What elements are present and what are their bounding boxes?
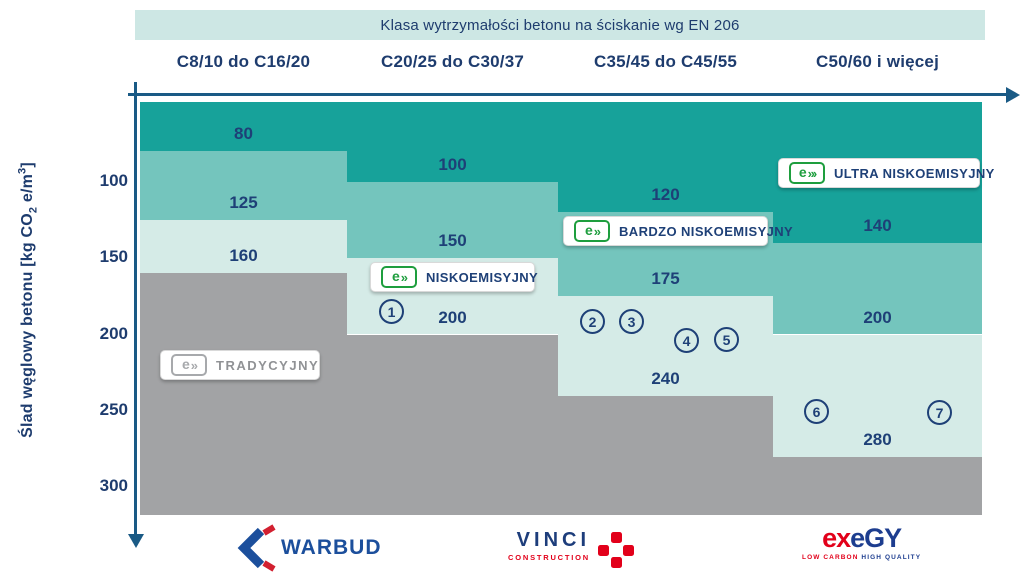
emission-mark-letter: e (584, 222, 593, 238)
badge-ultra-niskoemisyjny: e »› ULTRA NISKOEMISYJNY (778, 158, 994, 188)
exegy-logo: exeGY LOW CARBON HIGH QUALITY (802, 523, 921, 562)
marker-circle-2: 2 (580, 309, 605, 334)
band-bardzo-niskoemisyjny-col-1 (140, 150, 347, 220)
y-axis-title-text: Ślad węglowy betonu [kg CO (19, 213, 37, 438)
badge-bardzo-niskoemisyjny: e» BARDZO NISKOEMISYJNY (563, 216, 793, 246)
band-bardzo-niskoemisyjny-col-4 (773, 242, 982, 335)
marker-circle-3: 3 (619, 309, 644, 334)
band-bardzo-niskoemisyjny-col-2 (347, 181, 558, 258)
marker-circle-6: 6 (804, 399, 829, 424)
y-tick-150: 150 (99, 247, 128, 267)
band-ultra-niskoemisyjny-col-1 (140, 102, 347, 151)
badge-niskoemisyjny-label: NISKOEMISYJNY (426, 269, 539, 285)
vinci-logo: VINCI CONSTRUCTION (508, 530, 635, 570)
threshold-value-label: 80 (234, 123, 253, 143)
band-tradycyjny-col-3 (558, 395, 773, 515)
strength-class-banner: Klasa wytrzymałości betonu na ściskanie … (135, 10, 985, 40)
exegy-logo-text: exeGY (822, 523, 902, 553)
x-axis-arrow-icon (1006, 86, 1020, 103)
band-tradycyjny-col-4 (773, 456, 982, 515)
emission-mark-chevron: » (400, 269, 408, 285)
vinci-logo-subtext: CONSTRUCTION (508, 553, 591, 562)
badge-tradycyjny: e» TRADYCYJNY (160, 350, 320, 380)
exegy-tagline-red: LOW CARBON (802, 554, 862, 561)
marker-circle-7: 7 (927, 400, 952, 425)
exegy-logo-tagline: LOW CARBON HIGH QUALITY (802, 554, 921, 561)
y-axis-title-superscript: 3 (16, 167, 29, 174)
y-axis-title-unit: e/m (19, 173, 37, 207)
emission-mark-letter: e (798, 164, 807, 180)
y-axis-title: Ślad węglowy betonu [kg CO2 e/m3] (17, 162, 40, 438)
marker-circle-5: 5 (714, 327, 739, 352)
band-niskoemisyjny-col-1 (140, 219, 347, 274)
vinci-logo-text-block: VINCI CONSTRUCTION (508, 530, 590, 562)
exegy-logo-text-blue: eGY (850, 523, 902, 553)
warbud-logo-text: WARBUD (281, 536, 382, 559)
band-tradycyjny-col-1 (140, 273, 347, 515)
threshold-value-label: 150 (438, 231, 467, 251)
threshold-value-label: 200 (863, 307, 892, 327)
column-header-1: C8/10 do C16/20 (176, 52, 311, 71)
column-header-4: C50/60 i więcej (815, 52, 940, 71)
band-niskoemisyjny-col-4 (773, 334, 982, 457)
vinci-squares-icon (598, 532, 635, 568)
y-tick-200: 200 (99, 323, 128, 343)
emission-mark-green-icon: e »› (789, 162, 825, 184)
y-tick-300: 300 (99, 476, 128, 496)
exegy-tagline-blue: HIGH QUALITY (861, 554, 922, 561)
y-tick-250: 250 (99, 399, 128, 419)
badge-tradycyjny-label: TRADYCYJNY (216, 357, 320, 373)
band-ultra-niskoemisyjny-col-2 (347, 102, 558, 182)
badge-bardzo-niskoemisyjny-label: BARDZO NISKOEMISYJNY (619, 223, 794, 239)
badge-niskoemisyjny: e» NISKOEMISYJNY (370, 262, 539, 292)
marker-circle-1: 1 (379, 299, 404, 324)
y-axis-title-subscript: 2 (27, 206, 40, 214)
y-axis-arrow-icon (127, 534, 144, 548)
exegy-logo-text-red: ex (822, 523, 851, 553)
emission-mark-gray-icon: e» (171, 354, 207, 376)
band-tradycyjny-col-2 (347, 334, 558, 515)
threshold-value-label: 240 (651, 368, 680, 388)
threshold-value-label: 125 (229, 192, 258, 212)
threshold-value-label: 160 (229, 246, 258, 266)
marker-circle-4: 4 (674, 328, 699, 353)
band-ultra-niskoemisyjny-col-3 (558, 102, 773, 213)
warbud-chevron-icon (237, 524, 276, 572)
y-tick-100: 100 (99, 170, 128, 190)
badge-ultra-niskoemisyjny-label: ULTRA NISKOEMISYJNY (834, 165, 995, 181)
emission-mark-chevron: »› (807, 165, 817, 181)
emission-mark-green-icon: e» (574, 220, 610, 242)
vinci-logo-text: VINCI (516, 529, 591, 551)
y-axis-title-close: ] (19, 162, 37, 168)
warbud-logo: WARBUD (233, 524, 382, 572)
y-axis-line (134, 82, 137, 534)
emission-mark-chevron: » (593, 223, 601, 239)
threshold-value-label: 100 (438, 154, 467, 174)
emission-mark-green-icon: e» (381, 266, 417, 288)
column-header-2: C20/25 do C30/37 (380, 52, 525, 71)
column-header-3: C35/45 do C45/55 (593, 52, 738, 71)
emission-mark-letter: e (181, 356, 190, 372)
threshold-value-label: 140 (863, 215, 892, 235)
threshold-value-label: 200 (438, 307, 467, 327)
x-axis-line (128, 93, 1008, 96)
threshold-value-label: 280 (863, 429, 892, 449)
emission-mark-chevron: » (190, 357, 198, 373)
threshold-value-label: 175 (651, 269, 680, 289)
threshold-value-label: 120 (651, 185, 680, 205)
emission-mark-letter: e (391, 268, 400, 284)
